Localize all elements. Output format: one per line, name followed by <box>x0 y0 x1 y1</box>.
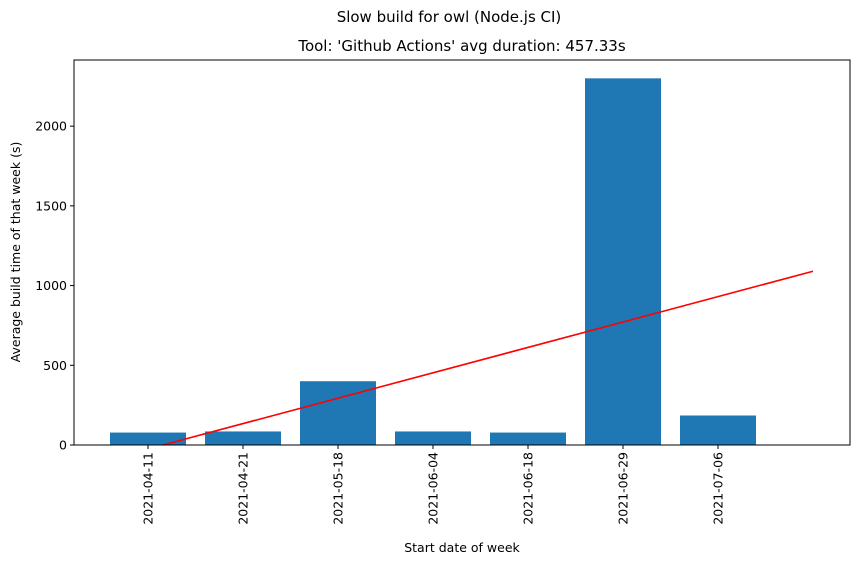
x-tick-label: 2021-04-21 <box>236 452 251 525</box>
y-tick-label: 1000 <box>35 278 67 293</box>
y-tick-label: 1500 <box>35 198 67 213</box>
bar-2021-07-06 <box>680 415 756 445</box>
plot-frame <box>73 59 851 446</box>
bar-2021-04-21 <box>205 431 281 445</box>
bars-group <box>110 78 756 445</box>
y-axis: 0 500 1000 1500 2000 <box>35 119 74 453</box>
y-tick-label: 500 <box>43 358 67 373</box>
trend-line <box>162 270 814 446</box>
x-tick-label: 2021-06-29 <box>616 452 631 525</box>
x-tick-label: 2021-05-18 <box>331 452 346 525</box>
x-tick-label: 2021-06-04 <box>426 452 441 525</box>
bar-2021-06-04 <box>395 431 471 445</box>
bar-2021-04-11 <box>110 432 186 445</box>
bar-2021-06-18 <box>490 432 566 445</box>
x-tick-label: 2021-06-18 <box>521 452 536 525</box>
chart-suptitle: Slow build for owl (Node.js CI) <box>337 8 562 26</box>
x-tick-label: 2021-04-11 <box>141 452 156 525</box>
chart-title: Tool: 'Github Actions' avg duration: 457… <box>297 37 626 55</box>
trend-group <box>162 270 814 446</box>
y-tick-label: 2000 <box>35 119 67 134</box>
y-tick-label: 0 <box>59 438 67 453</box>
bar-2021-06-29 <box>585 78 661 445</box>
x-axis-label: Start date of week <box>404 540 520 555</box>
x-tick-label: 2021-07-06 <box>711 452 726 525</box>
x-axis: 2021-04-11 2021-04-21 2021-05-18 2021-06-04… <box>141 445 726 525</box>
y-axis-label: Average build time of that week (s) <box>8 142 23 363</box>
